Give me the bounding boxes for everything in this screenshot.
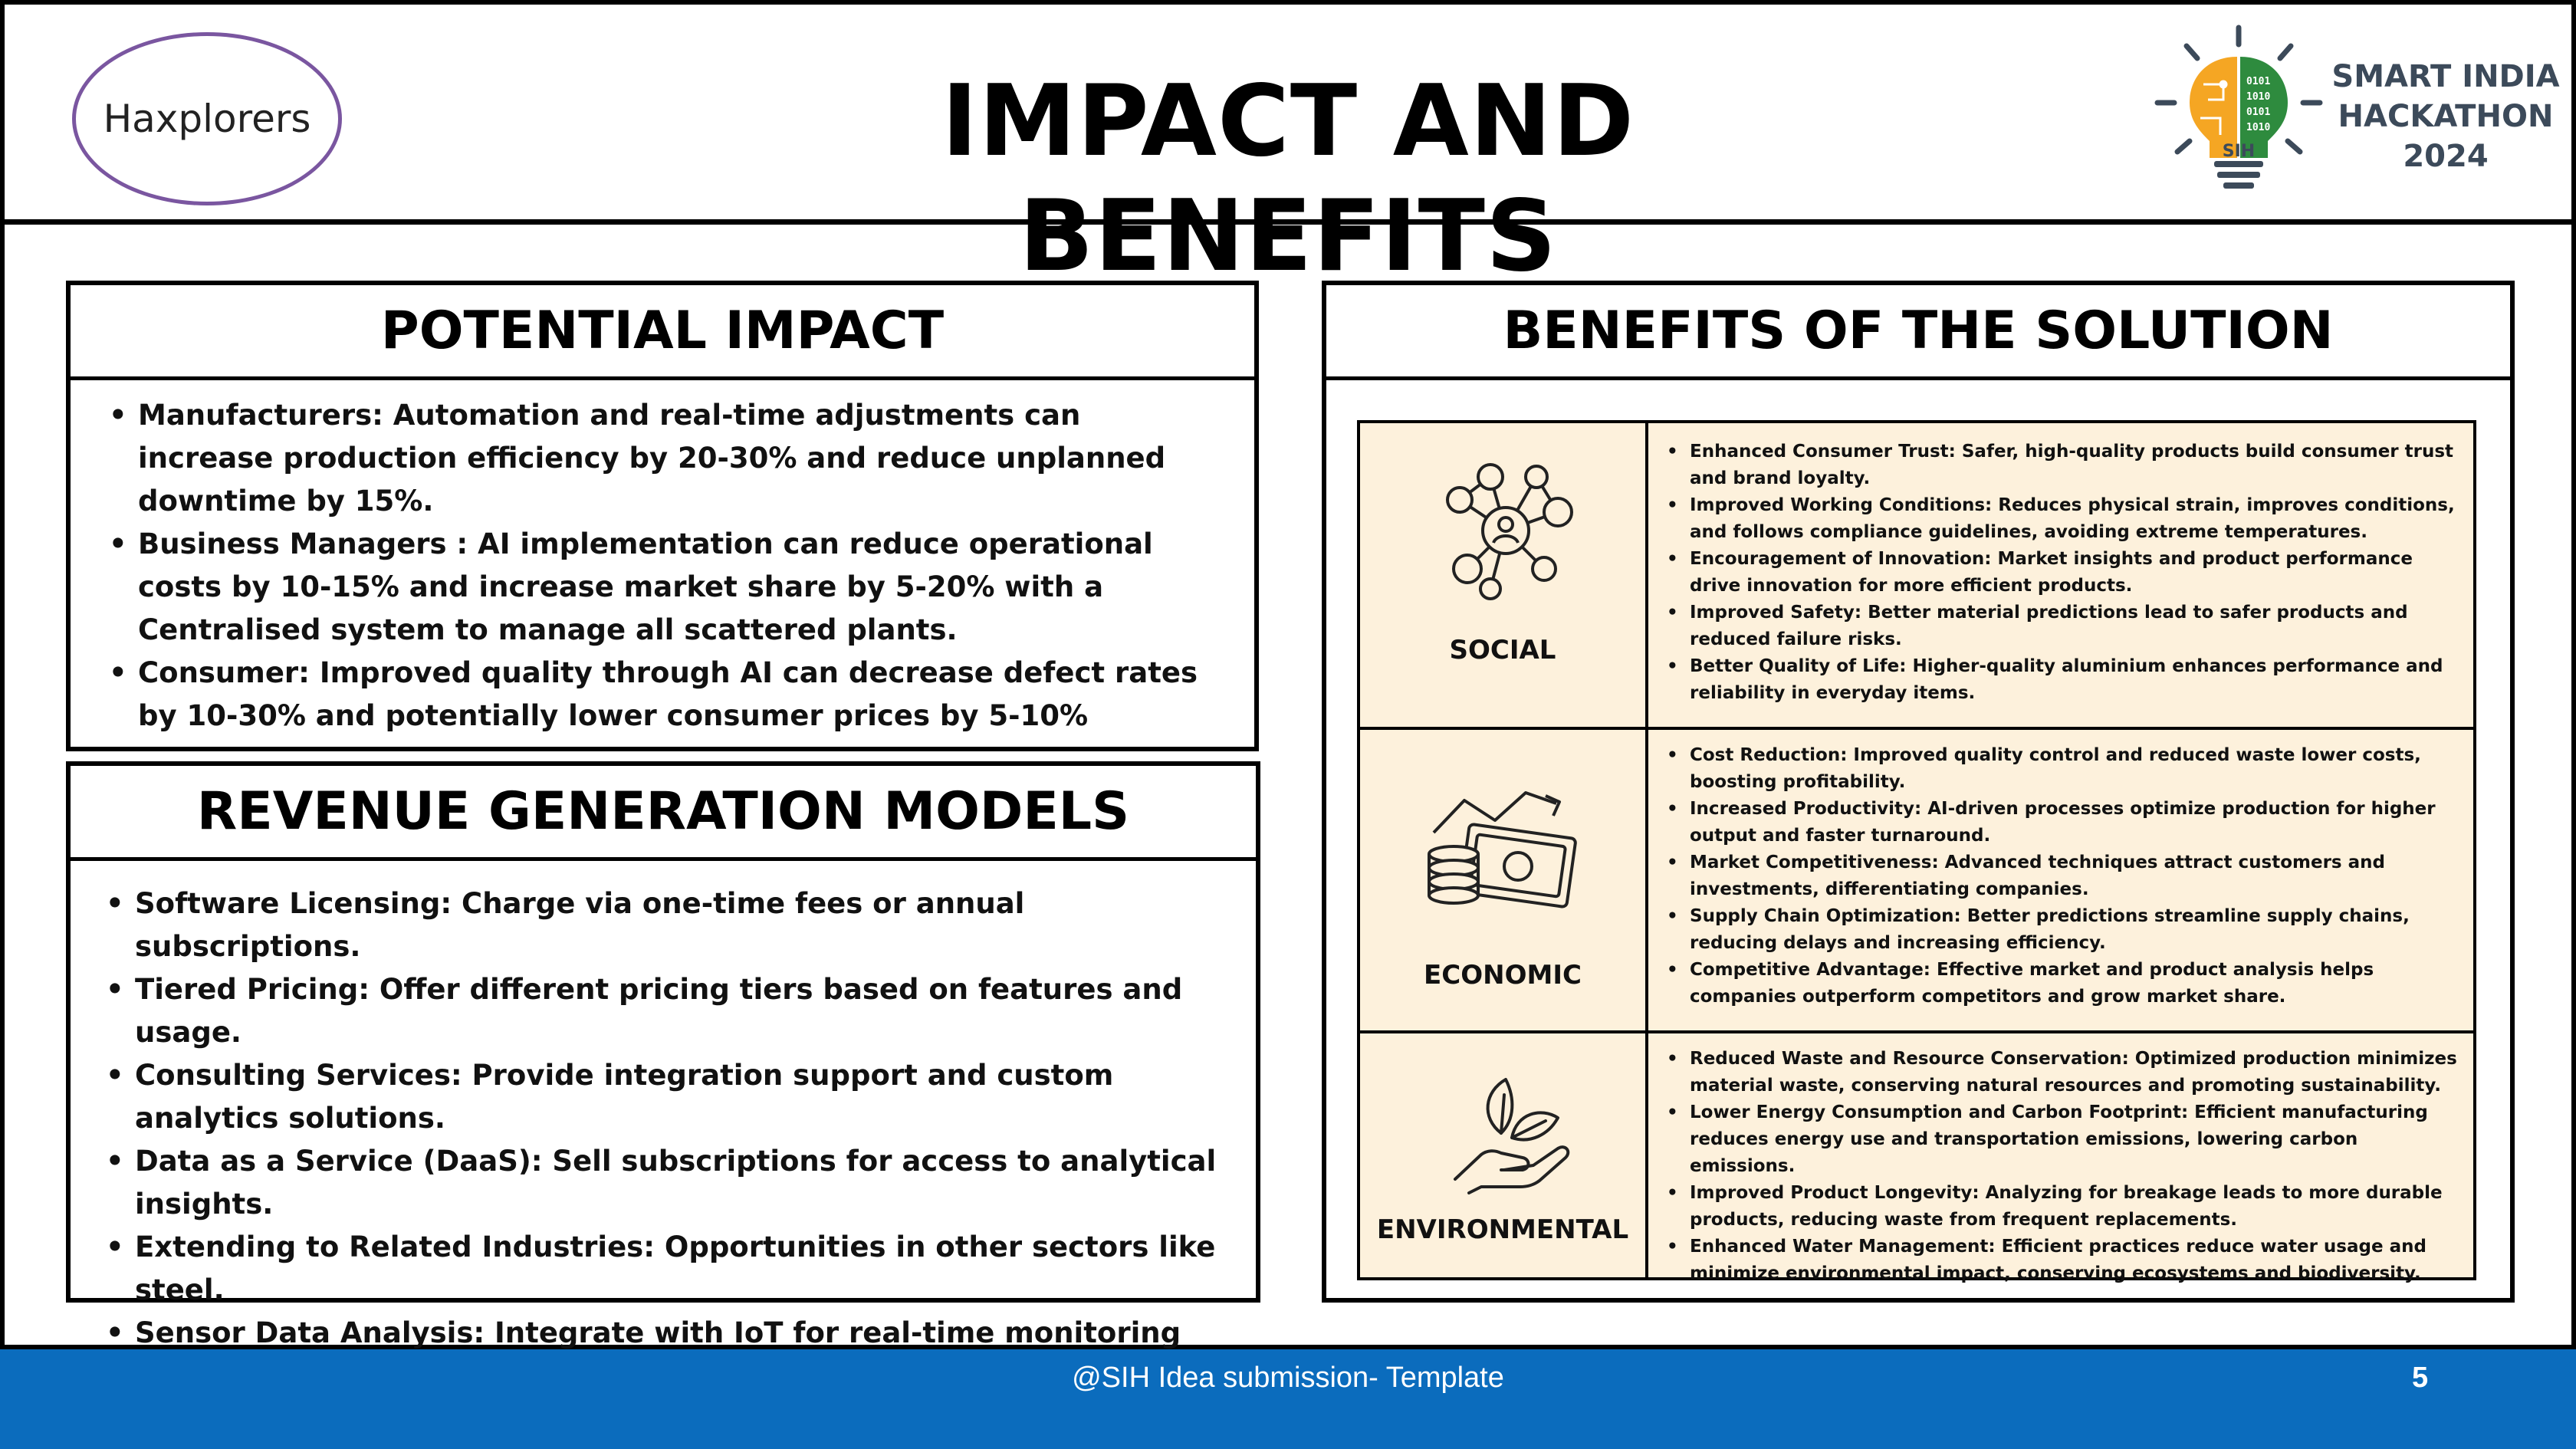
- list-item: Software Licensing: Charge via one-time …: [106, 882, 1240, 968]
- svg-text:0101: 0101: [2246, 76, 2270, 87]
- potential-impact-list: Manufacturers: Automation and real-time …: [109, 394, 1221, 738]
- list-item: Cost Reduction: Improved quality control…: [1667, 742, 2458, 796]
- list-item: Reduced Waste and Resource Conservation:…: [1667, 1046, 2458, 1099]
- sih-line2: HACKATHON: [2338, 99, 2554, 134]
- page-number: 5: [2412, 1362, 2429, 1394]
- sih-line3: 2024: [2403, 139, 2489, 174]
- list-item: Data as a Service (DaaS): Sell subscript…: [106, 1140, 1240, 1226]
- list-item: Competitive Advantage: Effective market …: [1667, 957, 2458, 1010]
- benefits-heading: BENEFITS OF THE SOLUTION: [1326, 285, 2510, 380]
- list-item: Lower Energy Consumption and Carbon Foot…: [1667, 1099, 2458, 1180]
- people-network-icon: [1446, 463, 1573, 600]
- list-item: Improved Product Longevity: Analyzing fo…: [1667, 1180, 2458, 1234]
- list-item: Better Quality of Life: Higher-quality a…: [1667, 653, 2458, 707]
- svg-text:SIH: SIH: [2223, 142, 2255, 161]
- list-item: Market Competitiveness: Advanced techniq…: [1667, 849, 2458, 903]
- svg-text:1010: 1010: [2246, 91, 2270, 103]
- list-item: Increased Productivity: AI-driven proces…: [1667, 796, 2458, 849]
- benefit-category-label: ECONOMIC: [1424, 960, 1582, 991]
- list-item: Enhanced Consumer Trust: Safer, high-qua…: [1667, 439, 2458, 492]
- money-growth-icon: [1428, 791, 1577, 909]
- list-item: Extending to Related Industries: Opportu…: [106, 1226, 1240, 1312]
- benefit-list: Reduced Waste and Resource Conservation:…: [1667, 1046, 2458, 1287]
- sih-wordmark: SMART INDIA HACKATHON 2024: [2323, 57, 2568, 176]
- list-item: Encouragement of Innovation: Market insi…: [1667, 546, 2458, 600]
- list-item: Consumer: Improved quality through AI ca…: [109, 652, 1221, 738]
- benefit-category-label: ENVIRONMENTAL: [1376, 1214, 1629, 1245]
- list-item: Consulting Services: Provide integration…: [106, 1054, 1240, 1140]
- potential-impact-panel: POTENTIAL IMPACT Manufacturers: Automati…: [66, 281, 1259, 751]
- benefit-category-cell: SOCIAL: [1360, 423, 1648, 727]
- sih-line1: SMART INDIA: [2331, 59, 2560, 94]
- benefit-list: Enhanced Consumer Trust: Safer, high-qua…: [1667, 439, 2458, 707]
- list-item: Enhanced Water Management: Efficient pra…: [1667, 1234, 2458, 1287]
- svg-text:1010: 1010: [2246, 122, 2270, 133]
- header-divider: [0, 219, 2576, 225]
- svg-text:0101: 0101: [2246, 107, 2270, 118]
- revenue-models-list: Software Licensing: Charge via one-time …: [106, 882, 1240, 1398]
- page-title-wrap: IMPACT AND BENEFITS: [690, 64, 1886, 294]
- benefit-list: Cost Reduction: Improved quality control…: [1667, 742, 2458, 1010]
- revenue-models-heading: REVENUE GENERATION MODELS: [71, 766, 1256, 861]
- benefit-category-cell: ENVIRONMENTAL: [1360, 1033, 1648, 1277]
- revenue-models-panel: REVENUE GENERATION MODELS Software Licen…: [66, 761, 1260, 1392]
- footer-text: @SIH Idea submission- Template: [1072, 1362, 1504, 1394]
- benefit-row-social: SOCIAL Enhanced Consumer Trust: Safer, h…: [1360, 423, 2473, 730]
- benefit-category-cell: ECONOMIC: [1360, 730, 1648, 1030]
- sih-bulb-icon: 0101 1010 0101 1010 SIH: [2154, 25, 2323, 189]
- benefit-category-label: SOCIAL: [1449, 635, 1556, 665]
- benefit-row-economic: ECONOMIC Cost Reduction: Improved qualit…: [1360, 730, 2473, 1033]
- benefits-panel: BENEFITS OF THE SOLUTION: [1322, 281, 2515, 1303]
- list-item: Business Managers : AI implementation ca…: [109, 523, 1221, 652]
- team-name: Haxplorers: [103, 97, 311, 141]
- team-name-badge: Haxplorers: [72, 32, 342, 205]
- benefit-row-environmental: ENVIRONMENTAL Reduced Waste and Resource…: [1360, 1033, 2473, 1283]
- hand-leaves-icon: [1454, 1078, 1570, 1194]
- list-item: Manufacturers: Automation and real-time …: [109, 394, 1221, 523]
- sih-logo: 0101 1010 0101 1010 SIH: [2147, 23, 2545, 207]
- footer-bar: @SIH Idea submission- Template 5: [0, 1349, 2576, 1449]
- list-item: Supply Chain Optimization: Better predic…: [1667, 903, 2458, 957]
- list-item: Improved Working Conditions: Reduces phy…: [1667, 492, 2458, 546]
- list-item: Tiered Pricing: Offer different pricing …: [106, 968, 1240, 1054]
- page-title: IMPACT AND BENEFITS: [941, 64, 1635, 294]
- benefits-table: SOCIAL Enhanced Consumer Trust: Safer, h…: [1357, 420, 2476, 1283]
- potential-impact-heading: POTENTIAL IMPACT: [71, 285, 1254, 380]
- list-item: Improved Safety: Better material predict…: [1667, 600, 2458, 653]
